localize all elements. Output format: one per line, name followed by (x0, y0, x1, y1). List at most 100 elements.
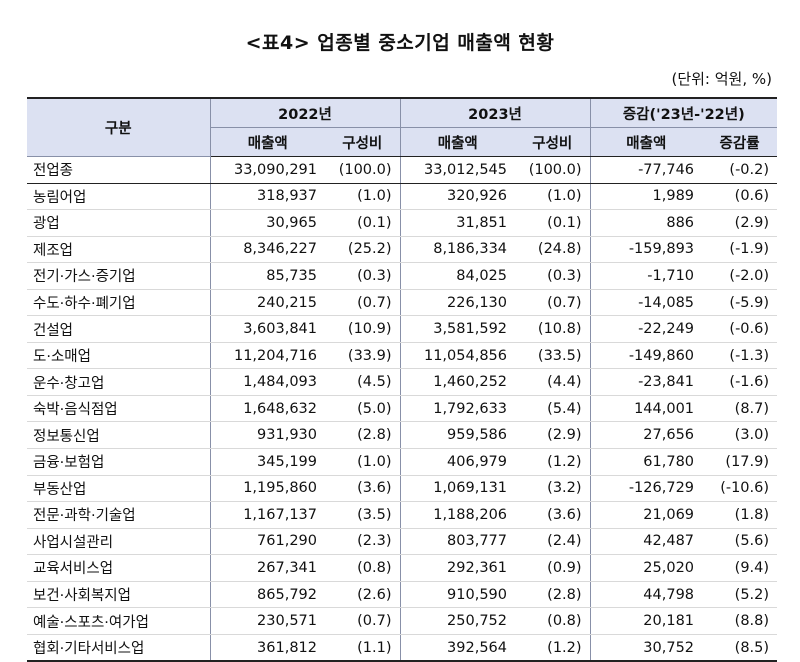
cell-change-rate: (-1.9) (702, 236, 778, 264)
cell-change-rate: (8.5) (702, 634, 778, 662)
cell-sales-2023: 1,069,131 (399, 475, 516, 503)
cell-category: 전업종 (27, 156, 210, 184)
cell-change-sales: -149,860 (589, 342, 703, 370)
table-row: 도·소매업 11,204,716 (33.9) 11,054,856 (33.5) -14… (27, 342, 778, 370)
header-share-2022: 구성비 (325, 127, 401, 157)
table-body: 전업종 33,090,291 (100.0) 33,012,545 (100.0) -77… (27, 156, 778, 662)
table-row: 숙박·음식점업 1,648,632 (5.0) 1,792,633 (5.4) 144,0… (27, 395, 778, 423)
cell-sales-2023: 320,926 (399, 183, 516, 211)
cell-share-2022: (33.9) (325, 342, 401, 370)
cell-change-rate: (2.9) (702, 209, 778, 237)
cell-change-rate: (8.7) (702, 395, 778, 423)
cell-sales-2023: 392,564 (399, 634, 516, 662)
cell-sales-2023: 1,792,633 (399, 395, 516, 423)
header-change-sales: 매출액 (589, 127, 703, 157)
cell-sales-2023: 292,361 (399, 554, 516, 582)
header-change-rate: 증감률 (702, 127, 778, 157)
cell-change-sales: -159,893 (589, 236, 703, 264)
cell-share-2023: (0.1) (515, 209, 591, 237)
cell-share-2023: (33.5) (515, 342, 591, 370)
cell-share-2023: (0.3) (515, 262, 591, 290)
cell-sales-2022: 230,571 (209, 607, 325, 635)
table-row: 협회·기타서비스업 361,812 (1.1) 392,564 (1.2) 30,752(… (27, 634, 778, 662)
table-row: 건설업 3,603,841 (10.9) 3,581,592 (10.8) -22,249… (27, 315, 778, 343)
cell-share-2023: (2.4) (515, 528, 591, 556)
cell-category: 전문·과학·기술업 (27, 501, 210, 529)
cell-sales-2023: 959,586 (399, 421, 516, 450)
table-row: 전기·가스·증기업 85,735 (0.3) 84,025 (0.3) -1,710 (-2… (27, 262, 778, 290)
cell-change-rate: (8.8) (702, 607, 778, 635)
table-row: 수도·하수·폐기업 240,215 (0.7) 226,130 (0.7) -14,085… (27, 289, 778, 317)
cell-sales-2023: 31,851 (399, 209, 516, 237)
cell-change-sales: 61,780 (589, 448, 703, 476)
cell-sales-2022: 30,965 (209, 209, 325, 237)
cell-share-2022: (2.8) (325, 421, 401, 450)
cell-category: 예술·스포츠·여가업 (27, 607, 210, 635)
cell-share-2023: (4.4) (515, 368, 591, 396)
header-category: 구분 (27, 97, 210, 157)
cell-category: 사업시설관리 (27, 528, 210, 556)
header-sales-2022: 매출액 (209, 127, 325, 157)
header-row-sub: 매출액 구성비 매출액 구성비 매출액 증감률 (27, 127, 778, 157)
header-2022: 2022년 (209, 97, 401, 128)
cell-sales-2022: 8,346,227 (209, 236, 325, 264)
cell-sales-2022: 361,812 (209, 634, 325, 662)
cell-share-2022: (2.6) (325, 581, 401, 609)
cell-sales-2022: 345,199 (209, 448, 325, 476)
cell-share-2022: (3.6) (325, 475, 401, 503)
cell-change-sales: 144,001 (589, 395, 703, 423)
cell-change-sales: 42,487 (589, 528, 703, 556)
table-row: 교육서비스업 267,341 (0.8) 292,361 (0.9) 25,020 (9.4… (27, 554, 778, 582)
table-row: 예술·스포츠·여가업 230,571 (0.7) 250,752 (0.8) 20,181… (27, 607, 778, 635)
cell-sales-2022: 11,204,716 (209, 342, 325, 370)
cell-change-sales: -22,249 (589, 315, 703, 343)
cell-share-2022: (3.5) (325, 501, 401, 529)
cell-change-sales: 20,181 (589, 607, 703, 635)
cell-share-2022: (1.1) (325, 634, 401, 662)
cell-category: 운수·창고업 (27, 368, 210, 396)
header-share-2023: 구성비 (515, 127, 591, 157)
table-row: 전업종 33,090,291 (100.0) 33,012,545 (100.0) -77… (27, 156, 778, 184)
cell-sales-2022: 1,484,093 (209, 368, 325, 396)
cell-sales-2022: 3,603,841 (209, 315, 325, 343)
cell-change-rate: (-0.6) (702, 315, 778, 343)
cell-share-2022: (5.0) (325, 395, 401, 423)
cell-sales-2022: 85,735 (209, 262, 325, 290)
table-row: 농림어업 318,937 (1.0) 320,926 (1.0) 1,989 (0.6) (27, 183, 778, 211)
cell-change-rate: (5.6) (702, 528, 778, 556)
cell-sales-2023: 33,012,545 (399, 156, 516, 184)
unit-note: (단위: 억원, %) (671, 70, 772, 88)
cell-sales-2023: 1,460,252 (399, 368, 516, 396)
cell-share-2022: (100.0) (325, 156, 401, 184)
cell-category: 건설업 (27, 315, 210, 343)
cell-share-2023: (0.8) (515, 607, 591, 635)
cell-category: 금융·보험업 (27, 448, 210, 476)
cell-share-2022: (2.3) (325, 528, 401, 556)
cell-sales-2023: 226,130 (399, 289, 516, 317)
cell-category: 수도·하수·폐기업 (27, 289, 210, 317)
cell-share-2023: (5.4) (515, 395, 591, 423)
cell-change-sales: 21,069 (589, 501, 703, 529)
cell-change-rate: (-1.6) (702, 368, 778, 396)
table-row: 전문·과학·기술업 1,167,137 (3.5) 1,188,206 (3.6) 21,… (27, 501, 778, 529)
cell-share-2023: (2.8) (515, 581, 591, 609)
cell-share-2022: (0.3) (325, 262, 401, 290)
cell-share-2023: (1.0) (515, 183, 591, 211)
cell-change-sales: 1,989 (589, 183, 703, 211)
cell-share-2022: (0.1) (325, 209, 401, 237)
cell-share-2022: (0.7) (325, 607, 401, 635)
cell-sales-2022: 240,215 (209, 289, 325, 317)
table-row: 광업 30,965 (0.1) 31,851 (0.1) 886 (2.9) (27, 209, 778, 237)
cell-share-2022: (1.0) (325, 183, 401, 211)
cell-sales-2023: 11,054,856 (399, 342, 516, 370)
cell-share-2023: (24.8) (515, 236, 591, 264)
cell-category: 제조업 (27, 236, 210, 264)
cell-share-2022: (1.0) (325, 448, 401, 476)
cell-change-sales: -23,841 (589, 368, 703, 396)
cell-sales-2022: 1,167,137 (209, 501, 325, 529)
cell-change-rate: (5.2) (702, 581, 778, 609)
cell-sales-2023: 3,581,592 (399, 315, 516, 343)
cell-category: 숙박·음식점업 (27, 395, 210, 423)
cell-change-rate: (17.9) (702, 448, 778, 476)
cell-share-2022: (4.5) (325, 368, 401, 396)
